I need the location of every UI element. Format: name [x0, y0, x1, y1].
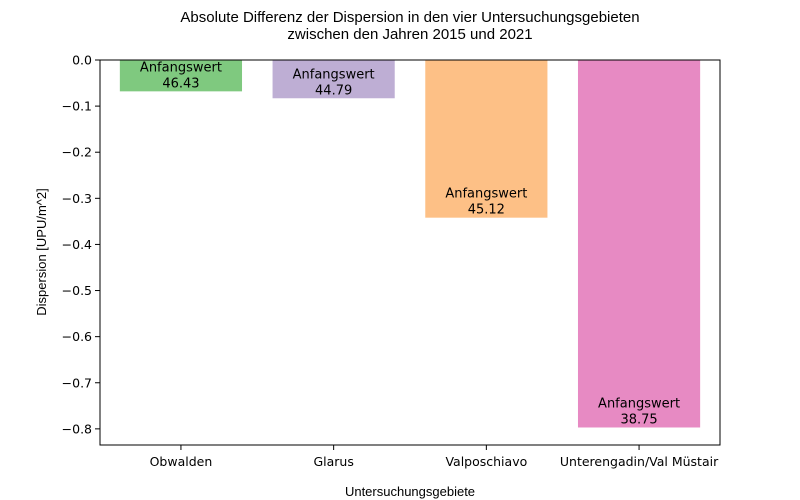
y-tick-label-2: −0.2 — [62, 145, 92, 160]
y-tick-label-8: −0.8 — [62, 421, 92, 436]
x-axis-label: Untersuchungsgebiete — [345, 484, 475, 499]
y-tick-label-3: −0.3 — [62, 191, 92, 206]
bar-annotation-prefix-0: Anfangswert — [140, 60, 222, 75]
chart-title-line-2: zwischen den Jahren 2015 und 2021 — [287, 26, 532, 43]
y-tick-label-5: −0.5 — [62, 283, 92, 298]
x-tick-label-0: Obwalden — [150, 454, 213, 469]
chart-title: Absolute Differenz der Dispersion in den… — [180, 9, 639, 43]
plot-frame — [99, 59, 721, 446]
bar-annotation-value-3: 38.75 — [620, 412, 657, 427]
y-tick-label-1: −0.1 — [62, 99, 92, 114]
x-axis: Obwalden Glarus Valposchiavo Unterengadin/V… — [150, 445, 719, 469]
y-axis-label: Dispersion [UPU/m^2] — [34, 188, 49, 315]
bar-labels-group: Anfangswert46.43Anfangswert44.79Anfangsw… — [140, 60, 680, 427]
x-tick-label-1: Glarus — [313, 454, 353, 469]
chart-title-line-1: Absolute Differenz der Dispersion in den… — [180, 9, 639, 26]
bar-annotation-prefix-1: Anfangswert — [293, 67, 375, 82]
y-tick-label-6: −0.6 — [62, 329, 92, 344]
y-tick-label-7: −0.7 — [62, 375, 92, 390]
bar-annotation-value-1: 44.79 — [315, 83, 352, 98]
bar-annotation-prefix-2: Anfangswert — [445, 187, 527, 202]
y-tick-label-0: 0.0 — [72, 53, 92, 68]
bar-annotation-value-0: 46.43 — [162, 76, 199, 91]
bar-2 — [425, 60, 548, 218]
y-tick-label-4: −0.4 — [62, 237, 92, 252]
x-tick-label-3: Unterengadin/Val Müstair — [560, 454, 719, 469]
y-axis: 0.0 −0.1 −0.2 −0.3 −0.4 −0.5 −0.6 −0.7 −0.8 — [62, 53, 100, 436]
bar-annotation-prefix-3: Anfangswert — [598, 396, 680, 411]
bar-0 — [119, 60, 243, 92]
x-tick-label-2: Valposchiavo — [445, 454, 527, 469]
bars-group — [119, 60, 701, 428]
bar-3 — [577, 60, 701, 428]
bar-annotation-value-2: 45.12 — [468, 203, 505, 218]
bar-1 — [272, 60, 395, 99]
